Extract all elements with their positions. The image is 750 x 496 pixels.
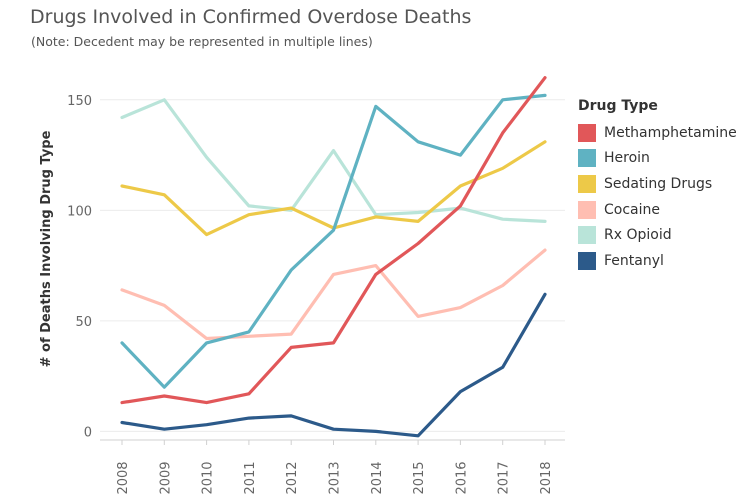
legend-swatch (578, 123, 596, 142)
y-tick-label: 150 (67, 94, 92, 109)
series-line-cocaine (120, 248, 547, 341)
series-line-rx-opioid (120, 98, 547, 223)
x-tick-label: 2018 (539, 461, 554, 494)
legend-swatch (578, 251, 596, 270)
x-tick-label: 2011 (243, 461, 258, 494)
y-tick-label: 0 (84, 425, 92, 440)
series-line-fentanyl (120, 292, 547, 438)
y-axis-label: # of Deaths Involving Drug Type (39, 130, 54, 367)
legend-label: Rx Opioid (604, 227, 672, 244)
x-tick-label: 2008 (116, 461, 131, 494)
x-tick-label: 2016 (454, 461, 469, 494)
legend-item: Cocaine (578, 197, 737, 223)
x-tick-label: 2009 (158, 461, 173, 494)
x-tick-label: 2012 (285, 461, 300, 494)
legend: Drug Type Methamphetamine Heroin Sedating … (578, 98, 737, 274)
x-tick-label: 2014 (370, 461, 385, 494)
x-tick-label: 2010 (201, 461, 216, 494)
legend-swatch (578, 174, 596, 193)
legend-label: Sedating Drugs (604, 175, 713, 192)
legend-title: Drug Type (578, 98, 658, 114)
y-tick-label: 50 (75, 315, 92, 330)
x-tick-label: 2017 (497, 461, 512, 494)
x-tick-label: 2013 (328, 461, 343, 494)
series-line-methamphetamine (120, 76, 547, 405)
legend-label: Methamphetamine (604, 124, 737, 141)
legend-swatch (578, 226, 596, 245)
legend-item: Methamphetamine (578, 120, 737, 146)
legend-items: Methamphetamine Heroin Sedating Drugs Cocai… (578, 120, 737, 274)
legend-item: Sedating Drugs (578, 171, 737, 197)
chart-subtitle: (Note: Decedent may be represented in mu… (31, 34, 373, 49)
legend-item: Rx Opioid (578, 222, 737, 248)
y-tick-label: 100 (67, 204, 92, 219)
legend-item: Fentanyl (578, 248, 737, 274)
legend-swatch (578, 149, 596, 168)
legend-label: Fentanyl (604, 252, 664, 269)
x-tick-label: 2015 (412, 461, 427, 494)
legend-swatch (578, 200, 596, 219)
legend-item: Heroin (578, 146, 737, 172)
chart-title: Drugs Involved in Confirmed Overdose Dea… (30, 6, 472, 28)
series-line-sedating-drugs (120, 140, 547, 237)
legend-label: Cocaine (604, 201, 660, 218)
series-line-heroin (120, 93, 547, 389)
legend-label: Heroin (604, 150, 650, 167)
